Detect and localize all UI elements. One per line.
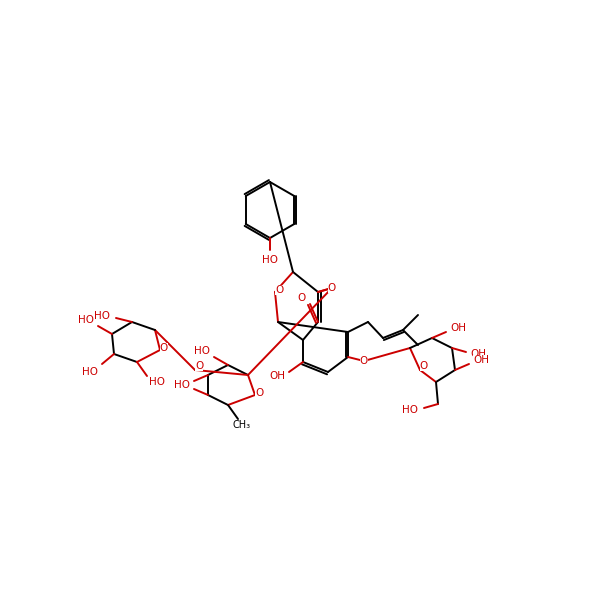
Text: HO: HO [402,405,418,415]
Text: HO: HO [174,380,190,390]
Text: O: O [195,361,203,371]
Text: O: O [255,388,263,398]
Text: HO: HO [262,255,278,265]
Text: O: O [420,361,428,371]
Text: OH: OH [174,381,190,391]
Text: CH₃: CH₃ [233,420,251,430]
Text: O: O [275,285,283,295]
Text: HO: HO [194,346,210,356]
Text: OH: OH [473,355,489,365]
Text: OH: OH [470,349,486,359]
Text: HO: HO [78,315,94,325]
Text: HO: HO [94,311,110,321]
Text: O: O [160,343,168,353]
Text: O: O [328,283,336,293]
Text: OH: OH [269,371,285,381]
Text: HO: HO [82,367,98,377]
Text: HO: HO [149,377,165,387]
Text: O: O [298,293,306,303]
Text: O: O [360,356,368,366]
Text: OH: OH [450,323,466,333]
